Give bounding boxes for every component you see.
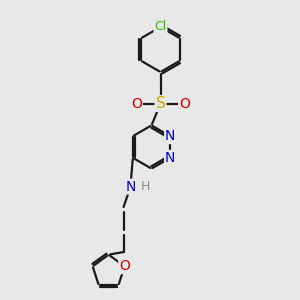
Text: N: N xyxy=(165,129,175,143)
Text: N: N xyxy=(165,151,175,165)
Text: O: O xyxy=(119,259,130,273)
Text: H: H xyxy=(141,180,150,193)
Text: N: N xyxy=(125,180,136,194)
Text: O: O xyxy=(179,97,190,110)
Text: Cl: Cl xyxy=(154,20,166,34)
Text: S: S xyxy=(156,96,165,111)
Text: O: O xyxy=(131,97,142,110)
